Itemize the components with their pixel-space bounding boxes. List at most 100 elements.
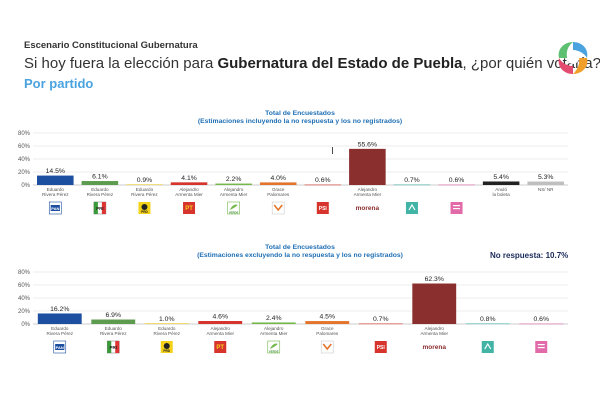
- party-logo-icon: PSI: [374, 341, 387, 353]
- category-label: Alejandro: [358, 187, 378, 192]
- category-label: Armenta Mier: [206, 331, 234, 336]
- data-label: 62.3%: [425, 276, 444, 283]
- bar: [465, 323, 510, 325]
- category-label: Armenta Mier: [420, 331, 448, 336]
- data-label: 0.9%: [137, 177, 153, 184]
- y-tick-label: 40%: [18, 296, 31, 302]
- party-logo-icon: PT: [183, 202, 196, 214]
- data-label: 1.0%: [159, 316, 175, 323]
- data-label: 6.1%: [92, 174, 108, 181]
- data-label: 5.3%: [538, 174, 554, 181]
- category-label: Alejandro: [179, 187, 199, 192]
- data-label: 0.6%: [315, 177, 331, 184]
- category-label: Eduardo: [105, 326, 123, 331]
- category-label: Eduardo: [47, 187, 65, 192]
- bar: [37, 313, 82, 324]
- data-label: 0.6%: [534, 316, 550, 323]
- bar: [91, 319, 136, 324]
- svg-text:PRI: PRI: [109, 345, 117, 350]
- category-label: Palomares: [316, 331, 339, 336]
- party-logo-icon: PRI: [106, 340, 120, 354]
- svg-text:VERDE: VERDE: [269, 349, 279, 353]
- y-tick-label: 80%: [18, 270, 31, 276]
- svg-text:PRD: PRD: [163, 349, 170, 353]
- y-tick-label: 60%: [18, 283, 31, 289]
- party-logo-icon: VERDE: [227, 201, 240, 214]
- bar: [304, 184, 342, 186]
- data-label: 5.4%: [493, 174, 509, 181]
- category-label: Palomares: [267, 192, 290, 197]
- category-label: Rivera Pérez: [87, 192, 114, 197]
- category-label: Grace: [272, 187, 285, 192]
- bar: [251, 322, 296, 324]
- category-label: Armenta Mier: [220, 192, 248, 197]
- data-label: 2.2%: [226, 176, 242, 183]
- bar: [393, 184, 431, 186]
- party-logo-icon: VERDE: [267, 340, 281, 353]
- data-label: 0.8%: [480, 316, 496, 323]
- data-label: 4.0%: [270, 175, 286, 182]
- y-tick-label: 60%: [18, 144, 31, 150]
- data-label: 4.1%: [181, 175, 197, 182]
- bar: [198, 321, 243, 324]
- y-tick-label: 0%: [21, 183, 30, 189]
- svg-text:PAN: PAN: [56, 345, 64, 350]
- category-label: Eduardo: [51, 326, 69, 331]
- category-label: Alejandro: [224, 187, 244, 192]
- y-tick-label: 20%: [18, 170, 31, 176]
- text-cursor-icon: Ι: [331, 146, 334, 157]
- category-label: Rivera Pérez: [46, 331, 73, 336]
- bar: [349, 148, 386, 185]
- category-label: Rivera Pérez: [131, 192, 158, 197]
- data-label: 0.7%: [404, 177, 420, 184]
- data-label: 55.6%: [358, 141, 377, 148]
- bar: [37, 175, 74, 185]
- bar: [482, 181, 520, 185]
- party-logo-icon: [320, 340, 334, 354]
- category-label: Alejandro: [425, 326, 445, 331]
- party-logo-icon: PAN: [48, 201, 62, 215]
- svg-text:PT: PT: [216, 345, 224, 351]
- bar: [170, 182, 208, 185]
- svg-text:morena: morena: [423, 344, 447, 351]
- data-label: 0.7%: [373, 316, 389, 323]
- data-label: 6.9%: [106, 312, 122, 319]
- slide-kicker: Escenario Constitucional Gubernatura: [24, 40, 198, 51]
- party-logo-icon: PRD: [138, 202, 151, 214]
- category-label: Alejandro: [211, 326, 231, 331]
- category-label: Anuló: [495, 187, 507, 192]
- bar: [305, 321, 350, 324]
- bar: [438, 184, 475, 186]
- category-label: Armenta Mier: [175, 192, 203, 197]
- category-label: Rivera Pérez: [153, 331, 180, 336]
- svg-text:PSI: PSI: [377, 345, 386, 351]
- party-logo-icon: morena: [356, 205, 380, 212]
- data-label: 16.2%: [50, 306, 69, 313]
- svg-text:PT: PT: [185, 206, 193, 212]
- brand-logo: [558, 42, 588, 74]
- y-tick-label: 40%: [18, 157, 31, 163]
- svg-text:PRD: PRD: [141, 210, 148, 214]
- bar: [358, 323, 403, 325]
- chart2-title: Total de Encuestados (Estimaciones exclu…: [197, 244, 403, 259]
- svg-text:VERDE: VERDE: [229, 210, 239, 214]
- party-logo-icon: [450, 202, 463, 214]
- party-logo-icon: PSI: [316, 202, 329, 214]
- bar: [144, 323, 189, 324]
- y-tick-label: 0%: [21, 322, 30, 328]
- data-label: 2.4%: [266, 315, 282, 322]
- category-label: Armenta Mier: [354, 192, 382, 197]
- party-logo-icon: morena: [423, 344, 447, 351]
- y-tick-label: 80%: [18, 131, 31, 137]
- party-logo-icon: [271, 201, 285, 215]
- category-label: Eduardo: [91, 187, 109, 192]
- category-label: Rivera Pérez: [100, 331, 127, 336]
- bar: [519, 323, 564, 325]
- slide-subtitle: Por partido: [24, 76, 94, 91]
- category-label: la boleta: [492, 192, 510, 197]
- no-response-note: No respuesta: 10.7%: [490, 251, 569, 260]
- category-label: Eduardo: [136, 187, 154, 192]
- party-logo-icon: PRD: [160, 341, 173, 353]
- party-logo-icon: [481, 341, 494, 353]
